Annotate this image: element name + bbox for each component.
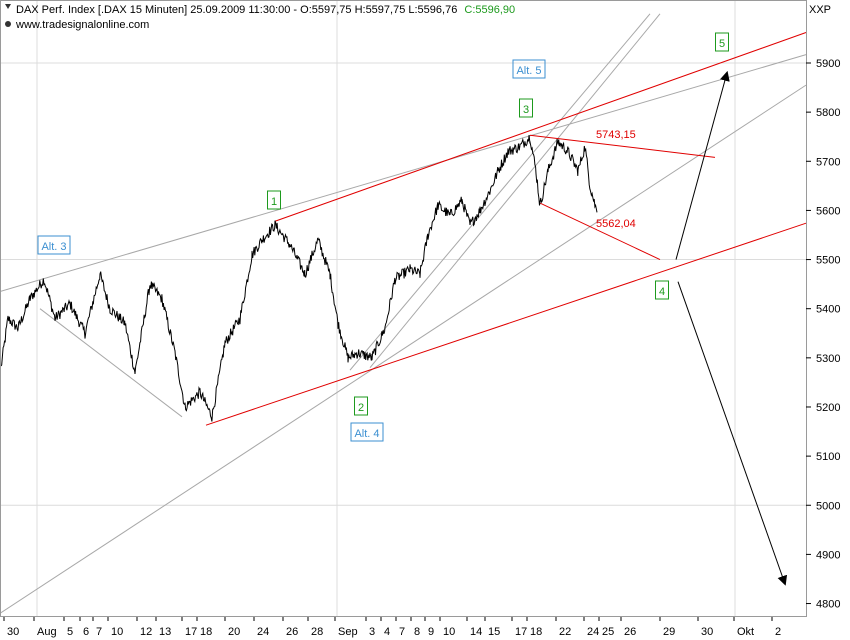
trend-line (0, 84, 807, 614)
x-tick-label: 30 (7, 626, 19, 638)
x-tick-label: 10 (111, 626, 123, 638)
y-tick-label: 5500 (816, 255, 840, 267)
y-tick-label: 5700 (816, 156, 840, 168)
x-tick-label: 2 (775, 626, 781, 638)
x-tick-label: 24 (587, 626, 599, 638)
x-tick-label: 14 (470, 626, 482, 638)
wave-label-box (350, 422, 384, 442)
x-tick-label: 18 (200, 626, 212, 638)
grid (0, 0, 806, 616)
wave-label-box (37, 235, 71, 255)
price-label: 5562,04 (596, 218, 636, 230)
y-tick-label: 5300 (816, 353, 840, 365)
website-label: www.tradesignalonline.com (15, 19, 149, 31)
y-tick-label: 5000 (816, 500, 840, 512)
x-tick-label: 20 (228, 626, 240, 638)
y-tick-label: 5900 (816, 58, 840, 70)
price-series-line (0, 135, 598, 422)
y-tick-label: 4800 (816, 599, 840, 611)
wave-label-text: 5 (719, 38, 725, 50)
trendlines (0, 13, 807, 614)
x-tick-label: 30 (701, 626, 713, 638)
wave-label-box (354, 396, 368, 416)
wave-label-box (715, 32, 729, 52)
wave-label-box (519, 98, 533, 118)
x-tick-label: Okt (737, 626, 754, 638)
channel-line (274, 32, 807, 222)
wave-label-text: 3 (523, 104, 529, 116)
wave-label-box (267, 190, 281, 210)
wave-label-text: Alt. 4 (354, 428, 379, 440)
y-axis: 5900 5800 5700 5600 5500 5400 5300 5200 5100 5000… (806, 58, 840, 611)
channel-lines (205, 32, 807, 426)
collapse-icon[interactable] (5, 4, 11, 9)
channel-line (539, 202, 661, 261)
x-tick-label: 28 (311, 626, 323, 638)
y-tick-label: 4900 (816, 549, 840, 561)
x-tick-label: 17 (185, 626, 197, 638)
wave-label-text: Alt. 5 (516, 65, 541, 77)
x-tick-label: 15 (488, 626, 500, 638)
x-tick-label: 13 (159, 626, 171, 638)
wave-label-text: 2 (358, 402, 364, 414)
x-tick-label: Sep (338, 626, 358, 638)
header-instrument: DAX Perf. Index [.DAX 15 Minuten] 25.09.… (16, 4, 457, 16)
trend-line (0, 54, 807, 292)
x-tick-label: 7 (96, 626, 102, 638)
x-tick-label: 5 (67, 626, 73, 638)
x-tick-label: 29 (663, 626, 675, 638)
price-labels: 5743,15 5562,04 (596, 129, 636, 230)
wave-label-text: Alt. 3 (41, 241, 66, 253)
x-tick-label: 7 (399, 626, 405, 638)
x-tick-label: 12 (140, 626, 152, 638)
x-axis: 30 Aug 5 6 7 10 12 13 17 18 20 24 26 28 Sep 3 4 7 8 9 10 14 15… (3, 617, 781, 638)
y-tick-label: 5800 (816, 107, 840, 119)
wave-label-box (512, 59, 546, 79)
arrow-down (677, 281, 788, 586)
plot-border (0, 0, 807, 617)
price-label: 5743,15 (596, 129, 636, 141)
trend-line (349, 13, 651, 371)
wave-label-box (655, 280, 669, 300)
x-tick-label: Aug (37, 626, 57, 638)
x-tick-label: 6 (83, 626, 89, 638)
wave-label-text: 1 (271, 196, 277, 208)
channel-line (205, 222, 807, 426)
x-tick-label: 26 (624, 626, 636, 638)
y-tick-label: 5100 (816, 451, 840, 463)
x-tick-label: 22 (559, 626, 571, 638)
y-tick-label: 5600 (816, 205, 840, 217)
y-tick-label: 5200 (816, 402, 840, 414)
header-close: C:5596,90 (464, 4, 515, 16)
x-tick-label: 3 (369, 626, 375, 638)
wave-label-text: 4 (659, 286, 665, 298)
x-tick-label: 4 (384, 626, 390, 638)
x-tick-label: 10 (443, 626, 455, 638)
axis-unit: XXP (809, 4, 831, 16)
x-tick-label: 18 (530, 626, 542, 638)
channel-line (529, 134, 716, 158)
wave-labels: 1 2 3 4 5 Alt. 3 Alt. 4 Alt. 5 (37, 32, 729, 442)
bullet-icon (5, 21, 11, 27)
projection-arrows (675, 70, 788, 586)
arrow-up (675, 70, 730, 260)
trend-line (39, 308, 183, 418)
x-tick-label: 9 (428, 626, 434, 638)
y-tick-label: 5400 (816, 304, 840, 316)
x-tick-label: 25 (602, 626, 614, 638)
x-tick-label: 26 (286, 626, 298, 638)
x-tick-label: 24 (257, 626, 269, 638)
chart-header: DAX Perf. Index [.DAX 15 Minuten] 25.09.… (16, 4, 515, 16)
trend-line (369, 13, 661, 368)
x-tick-label: 17 (515, 626, 527, 638)
x-tick-label: 8 (414, 626, 420, 638)
